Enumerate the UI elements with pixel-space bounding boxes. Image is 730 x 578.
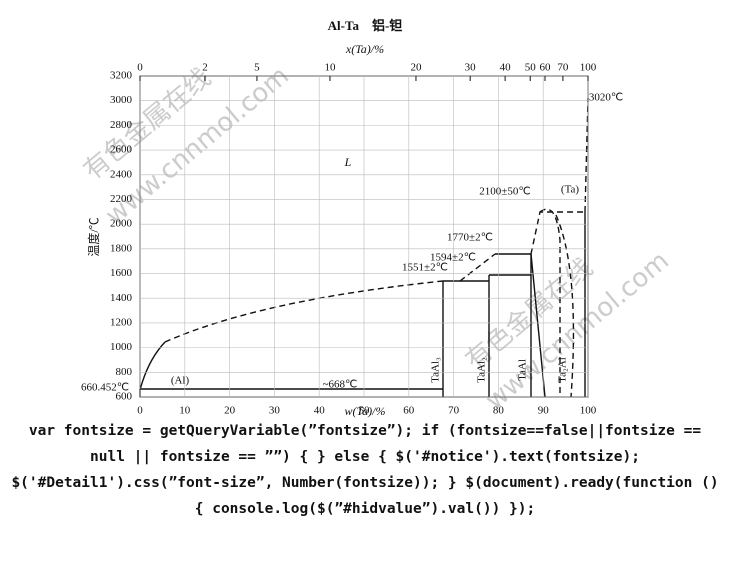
y-tick-label: 2600 [110, 144, 133, 156]
phase-diagram: 有色金属在线 www.cnnmol.com 有色金属在线 www.cnnmol.… [78, 18, 675, 418]
liquidus [459, 253, 496, 282]
annotation: (Ta) [561, 184, 579, 196]
annotation: 1594±2℃ [430, 252, 476, 264]
bottom-axis-label: w(Ta)/% [345, 404, 386, 418]
annotation: 660.452℃ [81, 382, 129, 394]
top-tick-label: 10 [324, 62, 336, 74]
y-tick-label: 2800 [110, 119, 133, 131]
top-tick-label: 30 [465, 62, 477, 74]
annotation: (Al) [171, 375, 190, 387]
top-tick-label: 40 [500, 62, 512, 74]
x-tick-label: 10 [179, 405, 191, 417]
liquidus [530, 97, 589, 255]
x-tick-label: 100 [580, 405, 597, 417]
compound-line [442, 254, 532, 397]
x-tick-label: 0 [137, 405, 143, 417]
eutectic-line [139, 388, 443, 397]
phase-label: TaAl₂ [476, 357, 488, 383]
phase-label: TaAl [517, 359, 529, 381]
y-tick-label: 2200 [110, 193, 133, 205]
y-tick-label: 1200 [110, 316, 133, 328]
peritectic-line [443, 253, 531, 282]
y-tick-label: 1000 [110, 341, 133, 353]
axes: 6008001000120014001600180020002200240026… [81, 62, 623, 417]
y-tick-label: 1600 [110, 267, 133, 279]
y-tick-label: 2400 [110, 168, 133, 180]
top-tick-label: 70 [557, 62, 569, 74]
annotation: ~668℃ [323, 379, 358, 391]
x-tick-label: 80 [493, 405, 505, 417]
y-tick-label: 3000 [110, 94, 133, 106]
annotation: 1770±2℃ [447, 232, 493, 244]
title: Al-Ta 铝-钽 [328, 18, 403, 33]
y-tick-label: 1800 [110, 242, 133, 254]
x-tick-label: 90 [538, 405, 550, 417]
top-tick-label: 0 [137, 62, 143, 74]
ta2al-boundary [539, 208, 561, 397]
x-tick-label: 40 [314, 405, 326, 417]
liquidus [164, 280, 444, 343]
y-tick-label: 600 [116, 391, 133, 403]
y-tick-label: 3200 [110, 70, 133, 82]
top-tick-label: 20 [410, 62, 422, 74]
liquidus [139, 341, 166, 391]
x-tick-label: 20 [224, 405, 236, 417]
x-tick-label: 60 [403, 405, 415, 417]
y-tick-label: 800 [116, 366, 133, 378]
annotation: L [344, 155, 352, 169]
annotation: 2100±50℃ [479, 186, 530, 198]
x-tick-label: 70 [448, 405, 460, 417]
y-tick-label: 2000 [110, 218, 133, 230]
top-tick-label: 100 [580, 62, 597, 74]
top-axis-label: x(Ta)/% [345, 42, 384, 56]
annotation: 3020℃ [589, 92, 623, 104]
y-axis-label: 温度/℃ [86, 217, 101, 256]
ta-solvus [555, 214, 575, 398]
x-tick-label: 50 [359, 405, 371, 417]
phase-boundaries [139, 97, 589, 398]
annotation: 1551±2℃ [402, 262, 448, 274]
top-tick-label: 5 [254, 62, 260, 74]
top-tick-label: 2 [202, 62, 208, 74]
phase-label: TaAl₃ [430, 357, 442, 383]
phase-label: Ta₂Al [557, 357, 569, 383]
top-tick-label: 60 [539, 62, 551, 74]
code-text: var fontsize = getQueryVariable(”fontsiz… [11, 423, 719, 517]
top-tick-label: 50 [525, 62, 537, 74]
x-tick-label: 30 [269, 405, 281, 417]
y-tick-label: 1400 [110, 292, 133, 304]
ta2al-boundary [530, 253, 546, 398]
